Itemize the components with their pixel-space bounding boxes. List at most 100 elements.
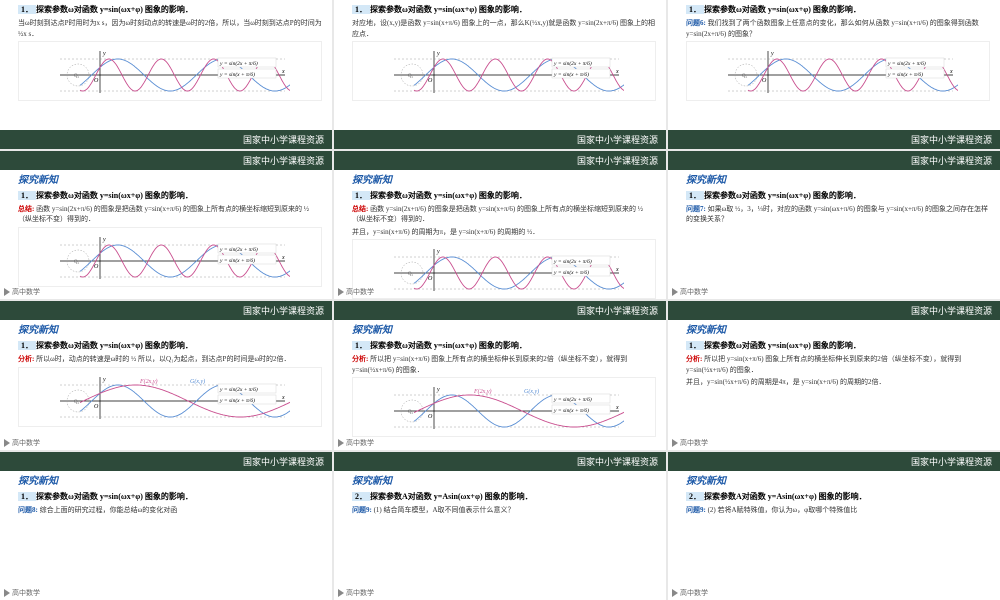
svg-text:y: y [102, 51, 106, 57]
slide-5: 国家中小学课程资源 探究新知 1．探索参数ω对函数 y=sin(ωx+φ) 图象… [668, 151, 1000, 300]
body: 问题7: 如果ω取 ½，3，⅓时，对应的函数 y=sin(ωx+π/6) 的图象… [686, 204, 990, 225]
subtitle: 2．探索参数A对函数 y=Asin(ωx+φ) 图象的影响． [352, 491, 656, 502]
subtitle: 1．探索参数ω对函数 y=sin(ωx+φ) 图象的影响． [18, 4, 322, 15]
svg-text:y = sin(x + π/6): y = sin(x + π/6) [887, 71, 923, 78]
svg-text:x: x [615, 69, 619, 75]
footer-label: 高中数学 [672, 287, 708, 297]
sine-graph: O y x Q₁ F(2x,y) G(x,y) y = sin(2x + π/6… [50, 372, 290, 422]
section-title: 探究新知 [352, 475, 656, 489]
svg-text:O: O [94, 78, 99, 84]
svg-text:y = sin(x + π/6): y = sin(x + π/6) [219, 71, 255, 78]
body: 对应地，设(x,y)是函数 y=sin(x+π/6) 图象上的一点，那么K(½x… [352, 18, 656, 39]
svg-text:O: O [94, 264, 99, 270]
body: 分析: 所以ω时，动点的转速是ω时的 ½ 所以，以Q₁为起点，到达点P的时间是ω… [18, 354, 322, 365]
body-text: 综合上面的研究过程，你能总结ω的变化对函 [40, 506, 178, 514]
svg-text:Q₁: Q₁ [74, 74, 80, 79]
slide-content: 1．探索参数ω对函数 y=sin(ωx+φ) 图象的影响． 当ω时刻到达点P时用… [0, 0, 332, 149]
body-text: (2) 若将A赋特殊值，你认为ω，φ取哪个特殊值比 [708, 506, 858, 514]
subtitle: 1．探索参数ω对函数 y=sin(ωx+φ) 图象的影响． [686, 340, 990, 351]
slide-7: 国家中小学课程资源 探究新知 1．探索参数ω对函数 y=sin(ωx+φ) 图象… [334, 301, 666, 450]
body: 总结: 函数 y=sin(2x+π/6) 的图象是把函数 y=sin(x+π/6… [18, 204, 322, 225]
svg-text:x: x [281, 395, 285, 401]
body-text: (1) 结合简车模型，A取不同值表示什么意义？ [374, 506, 515, 514]
prefix-label: 分析: [352, 355, 368, 363]
slide-content: 探究新知 1．探索参数ω对函数 y=sin(ωx+φ) 图象的影响． 总结: 函… [0, 170, 332, 300]
svg-text:y = sin(x + π/6): y = sin(x + π/6) [553, 71, 589, 78]
top-banner: 国家中小学课程资源 [0, 452, 332, 471]
svg-text:x: x [615, 405, 619, 411]
sine-graph: O y x Q₁ y = sin(2x + π/6) y = sin(x + π… [384, 244, 624, 294]
body: 分析: 所以把 y=sin(x+π/6) 图象上所有点的横坐标伸长到原来的2倍（… [686, 354, 990, 375]
svg-text:F(2x,y): F(2x,y) [473, 388, 492, 395]
slide-content: 探究新知 1．探索参数ω对函数 y=sin(ωx+φ) 图象的影响． 分析: 所… [668, 320, 1000, 450]
top-banner: 国家中小学课程资源 [334, 452, 666, 471]
bottom-banner: 国家中小学课程资源 [334, 130, 666, 149]
prefix-label: 问题9: [352, 506, 372, 514]
subtitle: 1．探索参数ω对函数 y=sin(ωx+φ) 图象的影响． [352, 4, 656, 15]
body-text: 函数 y=sin(2x+π/6) 的图象是把函数 y=sin(x+π/6) 的图… [18, 205, 309, 224]
svg-text:x: x [281, 69, 285, 75]
prefix-label: 问题9: [686, 506, 706, 514]
footer-label: 高中数学 [4, 287, 40, 297]
graph-container: O y x Q₁ y = sin(2x + π/6) y = sin(x + π… [352, 239, 656, 299]
subtitle: 1．探索参数ω对函数 y=sin(ωx+φ) 图象的影响． [18, 491, 322, 502]
slide-8: 国家中小学课程资源 探究新知 1．探索参数ω对函数 y=sin(ωx+φ) 图象… [668, 301, 1000, 450]
body: 问题9: (2) 若将A赋特殊值，你认为ω，φ取哪个特殊值比 [686, 505, 990, 516]
svg-text:y: y [436, 387, 440, 393]
body: 总结: 函数 y=sin(2x+π/6) 的图象是把函数 y=sin(x+π/6… [352, 204, 656, 225]
footer-label: 高中数学 [338, 287, 374, 297]
svg-text:y = sin(2x + π/6): y = sin(2x + π/6) [219, 246, 258, 253]
subtitle: 1．探索参数ω对函数 y=sin(ωx+φ) 图象的影响． [352, 190, 656, 201]
section-title: 探究新知 [18, 174, 322, 188]
svg-text:y = sin(x + π/6): y = sin(x + π/6) [219, 257, 255, 264]
body-text: 所以把 y=sin(x+π/6) 图象上所有点的横坐标伸长到原来的2倍（纵坐标不… [686, 355, 961, 374]
svg-text:y = sin(2x + π/6): y = sin(2x + π/6) [553, 258, 592, 265]
slide-content: 探究新知 1．探索参数ω对函数 y=sin(ωx+φ) 图象的影响． 问题8: … [0, 471, 332, 600]
top-banner: 国家中小学课程资源 [334, 301, 666, 320]
svg-text:x: x [281, 255, 285, 261]
svg-text:y = sin(x + π/6): y = sin(x + π/6) [553, 407, 589, 414]
prefix-label: 问题7: [686, 205, 706, 213]
slide-11: 国家中小学课程资源 探究新知 2．探索参数A对函数 y=Asin(ωx+φ) 图… [668, 452, 1000, 600]
top-banner: 国家中小学课程资源 [668, 301, 1000, 320]
svg-text:Q₁: Q₁ [74, 400, 80, 405]
svg-text:x: x [949, 69, 953, 75]
body-text: 如果ω取 ½，3，⅓时，对应的函数 y=sin(ωx+π/6) 的图象与 y=s… [686, 205, 988, 224]
sine-graph: O y x Q₁ y = sin(2x + π/6) y = sin(x + π… [384, 46, 624, 96]
body: 当ω时刻到达点P时用时为x s，因为ω时刻动点的转速是ω时的2倍，所以，当ω时刻… [18, 18, 322, 39]
svg-text:Q₁: Q₁ [74, 260, 80, 265]
footer-label: 高中数学 [672, 438, 708, 448]
slide-content: 探究新知 1．探索参数ω对函数 y=sin(ωx+φ) 图象的影响． 分析: 所… [334, 320, 666, 450]
sine-graph: O y x Q₁ y = sin(2x + π/6) y = sin(x + π… [50, 232, 290, 282]
graph-container: O y x Q₁ y = sin(2x + π/6) y = sin(x + π… [686, 41, 990, 101]
subtitle: 1．探索参数ω对函数 y=sin(ωx+φ) 图象的影响． [686, 190, 990, 201]
body: 问题6: 我们找到了两个函数图象上任意点的变化，那么如何从函数 y=sin(x+… [686, 18, 990, 39]
svg-text:Q₁: Q₁ [408, 74, 414, 79]
body-text: 我们找到了两个函数图象上任意点的变化，那么如何从函数 y=sin(x+π/6) … [686, 19, 979, 38]
body-text: 所以把 y=sin(x+π/6) 图象上所有点的横坐标伸长到原来的2倍（纵坐标不… [352, 355, 627, 374]
slide-10: 国家中小学课程资源 探究新知 2．探索参数A对函数 y=Asin(ωx+φ) 图… [334, 452, 666, 600]
subtitle: 1．探索参数ω对函数 y=sin(ωx+φ) 图象的影响． [686, 4, 990, 15]
slide-2: 1．探索参数ω对函数 y=sin(ωx+φ) 图象的影响． 问题6: 我们找到了… [668, 0, 1000, 149]
graph-container: O y x Q₁ y = sin(2x + π/6) y = sin(x + π… [352, 41, 656, 101]
svg-text:y: y [770, 51, 774, 57]
section-title: 探究新知 [686, 324, 990, 338]
svg-text:Q₁: Q₁ [742, 74, 748, 79]
footer-label: 高中数学 [338, 588, 374, 598]
slide-6: 国家中小学课程资源 探究新知 1．探索参数ω对函数 y=sin(ωx+φ) 图象… [0, 301, 332, 450]
graph-container: O y x Q₁ F(2x,y) G(x,y) y = sin(2x + π/6… [352, 377, 656, 437]
svg-text:y = sin(2x + π/6): y = sin(2x + π/6) [553, 396, 592, 403]
slide-content: 探究新知 2．探索参数A对函数 y=Asin(ωx+φ) 图象的影响． 问题9:… [668, 471, 1000, 600]
svg-text:y = sin(2x + π/6): y = sin(2x + π/6) [219, 60, 258, 67]
svg-text:y: y [436, 249, 440, 255]
bottom-banner: 国家中小学课程资源 [0, 130, 332, 149]
svg-text:O: O [94, 404, 99, 410]
body-text: 对应地，设(x,y)是函数 y=sin(x+π/6) 图象上的一点，那么K(½x… [352, 19, 655, 38]
svg-text:x: x [615, 267, 619, 273]
section-title: 探究新知 [686, 475, 990, 489]
svg-text:y = sin(2x + π/6): y = sin(2x + π/6) [553, 60, 592, 67]
extra-text: 并且，y=sin(½x+π/6) 的周期是4π，是 y=sin(x+π/6) 的… [686, 377, 990, 388]
body: 问题8: 综合上面的研究过程，你能总结ω的变化对函 [18, 505, 322, 516]
svg-text:y = sin(x + π/6): y = sin(x + π/6) [219, 397, 255, 404]
svg-text:y = sin(2x + π/6): y = sin(2x + π/6) [219, 386, 258, 393]
